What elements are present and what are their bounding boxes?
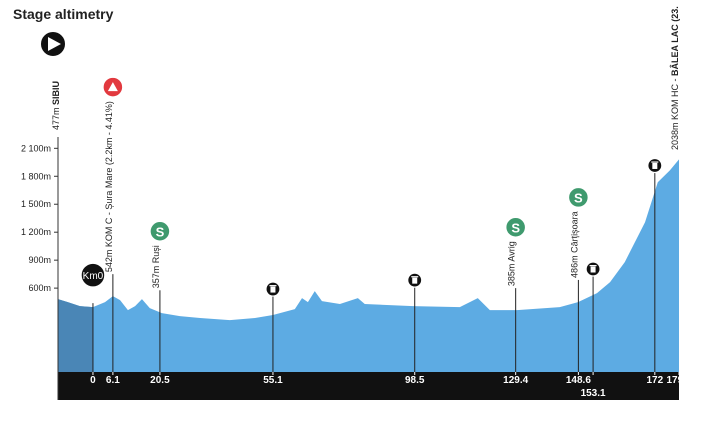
poi-sprint: 385m Avrig S [504, 216, 527, 372]
poi-feed [407, 272, 423, 372]
poi-label: 385m Avrig [507, 241, 517, 286]
chart-title: Stage altimetry [13, 6, 114, 22]
km0-label: Km0 [83, 271, 104, 282]
sprint-icon [567, 186, 590, 209]
elevation-area [58, 159, 679, 372]
feed-symbol-lid [411, 276, 419, 278]
start-icon [39, 30, 67, 58]
poi-kom: 542m KOM C - Șura Mare (2.2km - 4.41%) [102, 76, 124, 372]
x-tick-label: 179.4 [666, 375, 691, 386]
x-tick-label: 98.5 [405, 375, 425, 386]
finish-label-name: BÂLEA LAC (23. [669, 6, 680, 76]
sprint-icon [149, 220, 171, 243]
poi-finish: 2038m KOM HC - BÂLEA LAC (23. [669, 6, 680, 150]
x-axis-band [58, 372, 679, 400]
feed-symbol [652, 162, 658, 169]
poi-label: 486m Cârțișoara [569, 211, 579, 278]
feed-symbol-lid [651, 161, 659, 163]
x-tick-label: 55.1 [263, 375, 283, 386]
feed-symbol [412, 277, 418, 284]
poi-feed [265, 281, 281, 372]
poi-feed [585, 261, 601, 372]
sprint-icon-label: S [511, 220, 520, 235]
poi-label: 542m KOM C - Șura Mare (2.2km - 4.41%) [104, 101, 114, 272]
y-tick-label: 600m [28, 283, 51, 293]
sprint-icon [504, 216, 527, 239]
poi-km0: Km0 [80, 262, 106, 372]
km0-badge [80, 262, 106, 288]
x-tick-label: 129.4 [503, 375, 528, 386]
x-tick-label: 0 [90, 375, 96, 386]
sprint-icon-label: S [574, 190, 583, 205]
neutral-zone [58, 299, 93, 372]
feed-symbol-lid [589, 265, 597, 267]
start-label: 477m SIBIU [51, 81, 61, 130]
poi-feed [647, 157, 663, 372]
finish-label-text: 2038m KOM HC - [670, 76, 680, 150]
feed-symbol [590, 266, 596, 273]
start-name: SIBIU [51, 81, 61, 105]
y-tick-label: 2 100m [21, 143, 51, 153]
start-altitude: 477m [51, 105, 61, 130]
finish-label: 2038m KOM HC - BÂLEA LAC (23. [669, 6, 680, 150]
poi-sprint: 486m Cârțișoara S [567, 186, 590, 372]
y-tick-label: 1 800m [21, 171, 51, 181]
x-tick-label: 148.6 [566, 375, 591, 386]
feed-symbol [270, 286, 276, 293]
x-tick-label: 20.5 [150, 375, 170, 386]
kom-symbol [107, 82, 118, 92]
poi-label: 357m Ruși [151, 245, 161, 288]
x-tick-label: 6.1 [106, 375, 120, 386]
poi-sprint: 357m Ruși S [149, 220, 171, 372]
y-tick-label: 900m [28, 255, 51, 265]
x-tick-label: 153.1 [581, 388, 606, 399]
sprint-icon-label: S [156, 224, 165, 239]
y-tick-label: 1 500m [21, 199, 51, 209]
x-tick-label: 172 [646, 375, 663, 386]
y-tick-label: 1 200m [21, 227, 51, 237]
feed-symbol-lid [269, 285, 277, 287]
